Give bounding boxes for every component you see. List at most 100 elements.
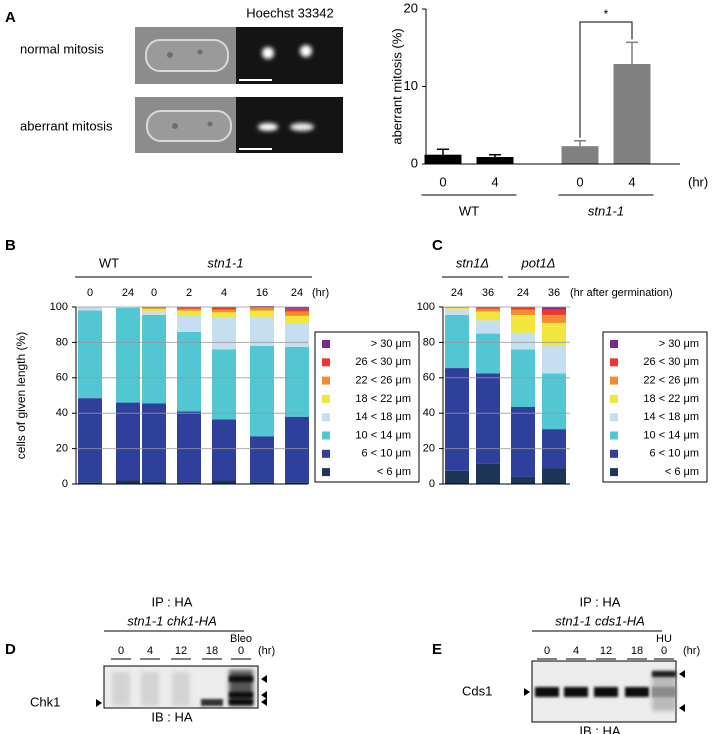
legend-label: 22 < 26 μm xyxy=(643,375,699,387)
bar-segment xyxy=(212,307,236,310)
y-tick-label: 0 xyxy=(62,478,68,490)
unit-label: (hr) xyxy=(683,645,700,657)
bar-segment xyxy=(511,307,535,310)
stain-label: Hoechst 33342 xyxy=(246,5,333,20)
bar-segment xyxy=(177,482,201,484)
x-tick-label: 24 xyxy=(122,287,134,299)
lane-label: 18 xyxy=(631,645,643,657)
bar-segment xyxy=(78,310,102,399)
y-tick-label: 10 xyxy=(404,78,418,93)
x-tick-label: 2 xyxy=(186,287,192,299)
legend-box xyxy=(602,331,708,483)
y-axis-label: cells of given length (%) xyxy=(14,332,28,459)
bar-segment xyxy=(445,309,469,315)
bar-segment xyxy=(476,311,500,321)
bar-segment xyxy=(116,307,140,403)
legend-label: 18 < 22 μm xyxy=(643,393,699,405)
blot-band xyxy=(535,687,559,697)
bar-segment xyxy=(177,307,201,309)
bar-segment xyxy=(250,345,274,437)
y-tick-label: 20 xyxy=(56,443,68,455)
bar-segment xyxy=(78,482,102,484)
bar-segment xyxy=(542,322,566,346)
lane-label: 0 xyxy=(118,645,124,657)
arrowhead xyxy=(261,675,267,683)
legend-swatch xyxy=(322,376,330,385)
legend-swatch xyxy=(610,394,618,403)
legend-label: 26 < 30 μm xyxy=(643,356,699,368)
row-label: normal mitosis xyxy=(20,41,104,56)
bar-segment xyxy=(142,314,166,404)
bar-segment xyxy=(285,322,309,347)
bar xyxy=(561,146,599,164)
bar-segment xyxy=(445,314,469,369)
y-tick-label: 0 xyxy=(429,478,435,490)
ib-label: IB : HA xyxy=(579,723,621,734)
panel-letter: C xyxy=(432,237,443,254)
panel-letter: B xyxy=(5,237,16,254)
bar-segment xyxy=(250,310,274,317)
bar-segment xyxy=(212,312,236,318)
lane-label: 12 xyxy=(175,645,187,657)
blot-band xyxy=(625,687,649,697)
bar-segment xyxy=(511,407,535,477)
y-tick-label: 40 xyxy=(423,407,435,419)
legend-label: 14 < 18 μm xyxy=(643,411,699,423)
bar-segment xyxy=(285,308,309,312)
legend-label: 6 < 10 μm xyxy=(362,448,411,460)
x-tick-label: 24 xyxy=(517,287,529,299)
bar-segment xyxy=(142,311,166,315)
bar-segment xyxy=(285,482,309,484)
bar-segment xyxy=(142,308,166,312)
y-tick-label: 60 xyxy=(423,372,435,384)
strain-label: stn1-1 cds1-HA xyxy=(555,613,645,628)
x-tick-label: 0 xyxy=(87,287,93,299)
bar-segment xyxy=(250,436,274,483)
lane-label: 18 xyxy=(206,645,218,657)
x-unit: (hr after germination) xyxy=(570,287,673,299)
row-label: aberrant mitosis xyxy=(20,118,113,133)
protein-label: Chk1 xyxy=(30,694,60,709)
bar xyxy=(613,64,651,164)
blot-smear xyxy=(172,672,190,706)
bar xyxy=(476,157,514,164)
lane-label: 0 xyxy=(544,645,550,657)
treatment-label: Bleo xyxy=(230,633,252,645)
bar-segment xyxy=(285,315,309,323)
treatment-label: HU xyxy=(656,633,672,645)
bar-segment xyxy=(445,368,469,471)
bar-segment xyxy=(476,308,500,312)
bar-segment xyxy=(212,317,236,350)
arrowhead xyxy=(261,698,267,706)
legend-swatch xyxy=(610,376,618,385)
blot-smear xyxy=(112,672,130,706)
bar-segment xyxy=(476,463,500,484)
legend-label: 22 < 26 μm xyxy=(355,375,411,387)
bar-segment xyxy=(212,309,236,313)
bar-segment xyxy=(142,403,166,482)
ip-label: IP : HA xyxy=(152,594,193,609)
bar-segment xyxy=(212,349,236,420)
significance-label: * xyxy=(604,7,609,21)
bar-segment xyxy=(511,314,535,333)
legend-swatch xyxy=(610,468,618,477)
bar-segment xyxy=(285,311,309,316)
panel-letter: A xyxy=(5,9,16,26)
legend-label: > 30 μm xyxy=(371,338,411,350)
legend-swatch xyxy=(322,413,330,422)
x-tick-label: 0 xyxy=(576,174,583,189)
bar-segment xyxy=(445,307,469,310)
bar-segment xyxy=(177,310,201,316)
significance-bracket xyxy=(579,21,633,138)
bar-segment xyxy=(142,481,166,484)
legend-box xyxy=(314,331,420,483)
blot-band xyxy=(229,699,253,705)
lane-label: 4 xyxy=(147,645,153,657)
legend-swatch xyxy=(322,431,330,440)
bar xyxy=(424,154,462,164)
bar-segment xyxy=(476,333,500,374)
x-tick-label: 0 xyxy=(151,287,157,299)
ip-label: IP : HA xyxy=(580,594,621,609)
bar-segment xyxy=(476,320,500,334)
bar-segment xyxy=(116,402,140,481)
